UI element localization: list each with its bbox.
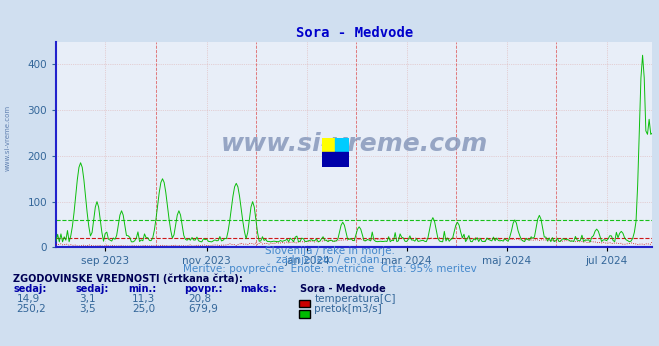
Text: min.:: min.: xyxy=(129,284,157,294)
Text: sedaj:: sedaj: xyxy=(13,284,47,294)
Text: 20,8: 20,8 xyxy=(188,294,211,304)
Text: temperatura[C]: temperatura[C] xyxy=(314,294,396,304)
Text: Sora - Medvode: Sora - Medvode xyxy=(300,284,386,294)
Text: zadnje leto / en dan.: zadnje leto / en dan. xyxy=(276,255,383,265)
Text: maks.:: maks.: xyxy=(241,284,277,294)
Title: Sora - Medvode: Sora - Medvode xyxy=(296,26,413,40)
Text: pretok[m3/s]: pretok[m3/s] xyxy=(314,304,382,314)
Text: 25,0: 25,0 xyxy=(132,304,155,314)
Text: www.si-vreme.com: www.si-vreme.com xyxy=(221,133,488,156)
Text: sedaj:: sedaj: xyxy=(76,284,109,294)
Text: 3,1: 3,1 xyxy=(79,294,96,304)
Text: Meritve: povprečne  Enote: metrične  Črta: 95% meritev: Meritve: povprečne Enote: metrične Črta:… xyxy=(183,262,476,274)
Text: povpr.:: povpr.: xyxy=(185,284,223,294)
Text: 14,9: 14,9 xyxy=(16,294,40,304)
Text: ZGODOVINSKE VREDNOSTI (črtkana črta):: ZGODOVINSKE VREDNOSTI (črtkana črta): xyxy=(13,273,243,284)
Text: www.si-vreme.com: www.si-vreme.com xyxy=(5,105,11,172)
Text: 3,5: 3,5 xyxy=(79,304,96,314)
Text: 11,3: 11,3 xyxy=(132,294,155,304)
Text: 250,2: 250,2 xyxy=(16,304,46,314)
Text: 679,9: 679,9 xyxy=(188,304,217,314)
Text: Slovenija / reke in morje.: Slovenija / reke in morje. xyxy=(264,246,395,256)
